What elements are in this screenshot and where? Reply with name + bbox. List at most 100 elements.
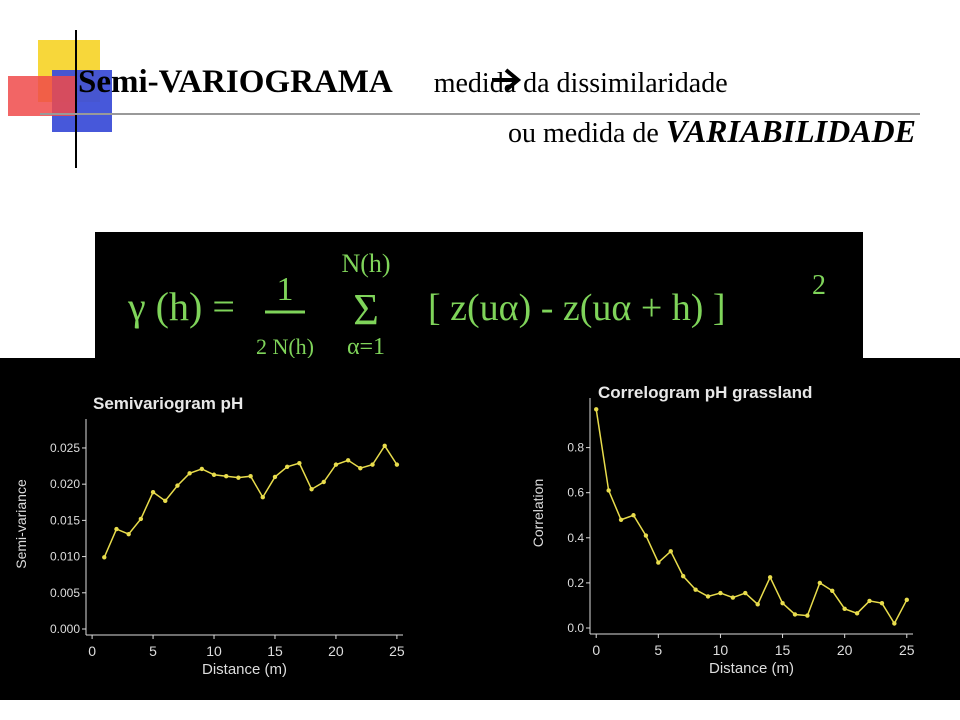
x-tick-label: 20	[328, 643, 344, 659]
subtitle-emph: VARIABILIDADE	[666, 113, 916, 149]
data-point	[693, 587, 698, 592]
data-point	[680, 573, 686, 579]
y-tick-label: 0.015	[50, 513, 80, 527]
data-point	[594, 407, 599, 412]
data-point	[309, 487, 314, 492]
formula-sum: Σ	[353, 285, 379, 334]
title-bold: Semi-VARIOGRAMA	[78, 64, 393, 100]
data-point	[705, 594, 711, 599]
data-point	[211, 472, 217, 477]
data-point	[370, 462, 375, 467]
data-point	[780, 600, 785, 606]
y-axis-label: Correlation	[530, 479, 546, 547]
data-point	[805, 613, 810, 618]
data-point	[187, 471, 192, 476]
data-point	[606, 488, 611, 493]
data-point	[668, 549, 673, 554]
chart: Semivariogram pH 0.000 0.005 0.010 0.015 0.02…	[13, 394, 405, 678]
formula: γ (h) = 1 2 N(h) N(h) Σ α=1 [ z(uα) - z(…	[127, 249, 826, 360]
y-tick-label: 0.0	[567, 621, 584, 635]
x-tick-label: 0	[592, 642, 600, 658]
data-point	[892, 621, 897, 626]
x-tick-label: 10	[713, 642, 729, 658]
data-point	[163, 498, 168, 504]
data-point	[743, 590, 748, 596]
subtitle-plain: ou medida de	[508, 118, 666, 149]
y-axis-label: Semi-variance	[13, 479, 29, 569]
data-point	[643, 533, 649, 538]
x-tick-label: 5	[654, 642, 662, 658]
data-point	[767, 575, 773, 580]
formula-power: 2	[812, 270, 826, 301]
data-point	[236, 475, 241, 480]
y-tick-label: 0.020	[50, 477, 80, 491]
x-tick-label: 25	[899, 642, 915, 658]
formula-body: [ z(uα) - z(uα + h) ]	[428, 287, 726, 329]
data-point	[126, 531, 131, 537]
data-point	[260, 495, 265, 500]
chart: Correlogram pH grassland 0.0 0.2 0.4 0.6 0.8 0…	[530, 383, 915, 677]
data-point	[358, 466, 363, 471]
y-tick-label: 0.6	[567, 486, 584, 500]
formula-num: 1	[277, 271, 294, 308]
data-point	[284, 464, 290, 469]
data-point	[879, 600, 885, 606]
y-tick-label: 0.8	[567, 441, 584, 455]
title-rest: medida da dissimilaridade	[427, 68, 728, 99]
data-point	[321, 479, 326, 485]
series-line	[595, 409, 908, 626]
data-point	[631, 513, 636, 518]
x-tick-label: 0	[88, 643, 96, 659]
data-point	[248, 474, 253, 479]
x-axis-label: Distance (m)	[202, 661, 287, 678]
data-point	[175, 483, 180, 488]
data-point	[345, 458, 351, 463]
data-point	[150, 489, 156, 495]
x-tick-label: 20	[837, 642, 853, 658]
data-point	[755, 602, 760, 607]
formula-den: 2 N(h)	[256, 334, 314, 359]
data-point	[618, 517, 624, 522]
data-point	[656, 560, 661, 565]
x-tick-label: 15	[775, 642, 791, 658]
data-point	[102, 555, 107, 560]
data-point	[904, 597, 909, 603]
deco-red	[8, 76, 76, 116]
data-point	[224, 474, 229, 479]
y-tick-label: 0.2	[567, 576, 584, 590]
data-point	[272, 474, 278, 480]
x-tick-label: 15	[267, 643, 283, 659]
y-tick-label: 0.005	[50, 586, 80, 600]
data-point	[792, 612, 798, 617]
y-tick-label: 0.025	[50, 441, 80, 455]
x-tick-label: 25	[389, 643, 405, 659]
data-point	[867, 598, 872, 604]
x-tick-label: 5	[149, 643, 157, 659]
chart-title: Correlogram pH grassland	[598, 383, 812, 402]
data-point	[297, 460, 302, 466]
y-tick-label: 0.4	[567, 531, 584, 545]
charts: Semivariogram pH0.0000.0050.0100.0150.02…	[13, 383, 915, 678]
y-tick-label: 0.000	[50, 622, 80, 636]
data-point	[394, 462, 400, 467]
formula-sum-bottom: α=1	[347, 334, 385, 360]
chart-panel	[0, 358, 960, 700]
data-point	[730, 595, 736, 600]
data-point	[382, 443, 387, 448]
formula-sum-top: N(h)	[341, 249, 390, 278]
data-point	[817, 580, 823, 586]
data-point	[718, 590, 723, 596]
chart-title: Semivariogram pH	[93, 394, 243, 413]
data-point	[854, 611, 860, 616]
formula-box	[95, 232, 863, 362]
data-point	[199, 466, 205, 472]
x-tick-label: 10	[206, 643, 222, 659]
data-point	[842, 606, 847, 612]
formula-lhs: γ (h) =	[127, 284, 235, 329]
data-point	[114, 526, 119, 532]
title: Semi-VARIOGRAMA medida da dissimilaridad…	[78, 64, 728, 100]
arrow	[492, 68, 522, 92]
y-tick-label: 0.010	[50, 550, 80, 564]
x-axis-label: Distance (m)	[709, 660, 794, 677]
